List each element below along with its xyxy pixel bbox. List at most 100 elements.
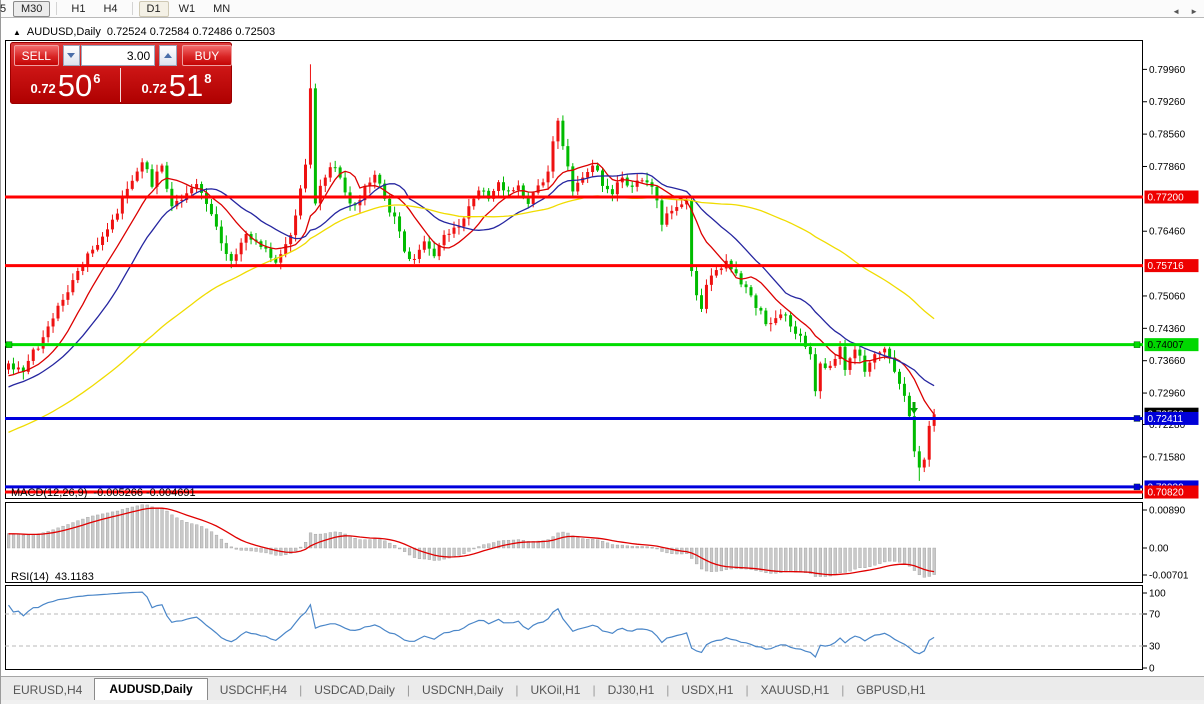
line-handle[interactable] bbox=[1133, 483, 1141, 491]
tab-scroll-left-icon[interactable]: ◄ bbox=[1172, 7, 1181, 16]
timeframe-button-h1[interactable]: H1 bbox=[71, 2, 86, 15]
price-tick-label: 0.75060 bbox=[1149, 291, 1186, 302]
timeframe-button-d1[interactable]: D1 bbox=[138, 0, 169, 17]
price-tick-label: 0.78560 bbox=[1149, 130, 1186, 141]
price-tick-label: 0.79960 bbox=[1149, 65, 1186, 76]
tab-dj30-h1[interactable]: DJ30,H1 bbox=[607, 683, 655, 697]
price-badge-label: 0.72411 bbox=[1148, 414, 1184, 425]
tab-separator: | bbox=[592, 683, 596, 697]
price-tick-label: 0.77860 bbox=[1149, 162, 1186, 173]
tab-separator: | bbox=[299, 683, 303, 697]
indicator-tick-label: 70 bbox=[1149, 610, 1161, 621]
indicator-tick-label: 100 bbox=[1149, 589, 1166, 600]
buy-button[interactable]: BUY bbox=[181, 45, 233, 66]
rsi-title: RSI(14) bbox=[11, 571, 49, 583]
pane-frames bbox=[5, 40, 1143, 670]
indicator-tick-label: 0.00 bbox=[1149, 544, 1169, 555]
price-tick-label: 0.72280 bbox=[1149, 420, 1186, 431]
chart-ohlc-values: 0.72524 0.72584 0.72486 0.72503 bbox=[106, 26, 276, 38]
one-click-trading-panel: SELL BUY 0.72 50 6 0.72 51 bbox=[10, 42, 233, 104]
indicator-tick-label: -0.00701 bbox=[1149, 571, 1189, 582]
spinner-up-icon bbox=[164, 53, 173, 58]
tab-usdx-h1[interactable]: USDX,H1 bbox=[681, 683, 734, 697]
tab-usdcnh-daily[interactable]: USDCNH,Daily bbox=[422, 683, 504, 697]
chart-title: ▲ AUDUSD,Daily 0.72524 0.72584 0.72486 0… bbox=[13, 26, 275, 38]
price-tick-label: 0.76460 bbox=[1149, 227, 1186, 238]
price-axis[interactable]: 0.79960 0.79260 0.78560 0.77860 0.76460 0.750… bbox=[1143, 65, 1199, 499]
tab-separator: | bbox=[666, 683, 670, 697]
price-badge-label: 0.77200 bbox=[1148, 193, 1185, 204]
indicator-tick-label: 0.00890 bbox=[1149, 506, 1186, 517]
buy-price-main: 51 bbox=[168, 68, 204, 104]
status-strip bbox=[1, 700, 1204, 704]
price-badge-label: 0.70820 bbox=[1148, 488, 1185, 499]
ma20-line bbox=[8, 172, 935, 388]
indicator-tick-label: 0 bbox=[1149, 664, 1155, 675]
volume-decrease-button[interactable] bbox=[62, 45, 81, 66]
timeframe-toolbar: 5 M30 H1 H4 D1 W1 MN bbox=[0, 0, 1204, 18]
tab-separator: | bbox=[515, 683, 519, 697]
price-tick-label: 0.72960 bbox=[1149, 389, 1186, 400]
chart-area: 0.79960 0.79260 0.78560 0.77860 0.76460 0.750… bbox=[1, 18, 1204, 687]
price-badge-label: 0.75716 bbox=[1148, 261, 1185, 272]
spinner-down-icon bbox=[67, 53, 76, 58]
volume-input[interactable] bbox=[81, 45, 156, 66]
chart-symbol-label: AUDUSD,Daily bbox=[26, 26, 101, 38]
volume-increase-button[interactable] bbox=[159, 45, 177, 66]
toolbar-separator bbox=[131, 2, 133, 15]
ma10-line bbox=[8, 162, 935, 415]
collapse-panel-icon[interactable]: ▲ bbox=[13, 27, 21, 37]
line-handle[interactable] bbox=[1133, 341, 1141, 348]
buy-price-pip: 8 bbox=[204, 71, 212, 86]
tab-scroll-controls: ◄ ► bbox=[1172, 7, 1198, 16]
sell-price-pip: 6 bbox=[93, 71, 101, 86]
tab-xauusd-h1[interactable]: XAUUSD,H1 bbox=[760, 683, 830, 697]
timeframe-button-5[interactable]: 5 bbox=[0, 2, 7, 15]
horizontal-level-lines[interactable] bbox=[5, 195, 1143, 494]
rsi-line bbox=[8, 591, 935, 659]
price-badge-label: 0.74007 bbox=[1148, 340, 1185, 351]
indicator-tick-label: 30 bbox=[1149, 642, 1161, 653]
price-tick-label: 0.71580 bbox=[1149, 452, 1186, 463]
line-handle[interactable] bbox=[5, 341, 13, 348]
macd-values: -0.005266 -0.004691 bbox=[93, 487, 196, 499]
timeframe-button-m30[interactable]: M30 bbox=[13, 0, 51, 17]
tab-ukoil-h1[interactable]: UKOil,H1 bbox=[530, 683, 581, 697]
timeframe-button-h4[interactable]: H4 bbox=[103, 2, 118, 15]
toolbar-separator bbox=[56, 2, 58, 15]
macd-histogram bbox=[6, 504, 936, 578]
tab-audusd-daily[interactable]: AUDUSD,Daily bbox=[94, 678, 208, 701]
symbol-tab-bar: EURUSD,H4 AUDUSD,Daily USDCHF,H4 | USDCAD,Da… bbox=[1, 676, 1204, 701]
candlestick-series bbox=[7, 64, 936, 481]
sell-button[interactable]: SELL bbox=[14, 45, 59, 66]
macd-label: MACD(12,26,9) -0.005266 -0.004691 bbox=[11, 487, 196, 499]
buy-price[interactable]: 0.72 51 8 bbox=[121, 68, 231, 102]
price-tick-label: 0.74360 bbox=[1149, 324, 1186, 335]
line-handle[interactable] bbox=[1133, 415, 1141, 422]
tab-usdcad-daily[interactable]: USDCAD,Daily bbox=[314, 683, 395, 697]
macd-signal-line bbox=[8, 507, 935, 576]
sell-arrow-marker bbox=[910, 402, 918, 414]
tab-gbpusd-h1[interactable]: GBPUSD,H1 bbox=[856, 683, 926, 697]
chart-canvas[interactable]: 0.79960 0.79260 0.78560 0.77860 0.76460 0.750… bbox=[1, 18, 1204, 694]
indicator-axes: 0.00890 0.00 -0.00701 100 70 30 0 bbox=[1143, 506, 1189, 675]
tab-separator: | bbox=[745, 683, 749, 697]
buy-price-prefix: 0.72 bbox=[141, 81, 167, 96]
tab-usdchf-h4[interactable]: USDCHF,H4 bbox=[219, 683, 288, 697]
timeframe-button-mn[interactable]: MN bbox=[213, 2, 231, 15]
tab-scroll-right-icon[interactable]: ► bbox=[1190, 7, 1198, 16]
tab-separator: | bbox=[841, 683, 845, 697]
sell-price-prefix: 0.72 bbox=[30, 81, 56, 96]
rsi-value: 43.1183 bbox=[54, 571, 94, 583]
sell-price[interactable]: 0.72 50 6 bbox=[10, 68, 121, 102]
ma60-line bbox=[8, 195, 935, 433]
price-tick-label: 0.79260 bbox=[1149, 97, 1186, 108]
sell-price-main: 50 bbox=[57, 68, 93, 104]
price-tick-label: 0.73660 bbox=[1149, 356, 1186, 367]
timeframe-button-w1[interactable]: W1 bbox=[178, 2, 196, 15]
tab-separator: | bbox=[406, 683, 410, 697]
rsi-label: RSI(14) 43.1183 bbox=[11, 571, 94, 583]
tab-eurusd-h4[interactable]: EURUSD,H4 bbox=[13, 683, 83, 697]
macd-title: MACD(12,26,9) bbox=[11, 487, 88, 499]
